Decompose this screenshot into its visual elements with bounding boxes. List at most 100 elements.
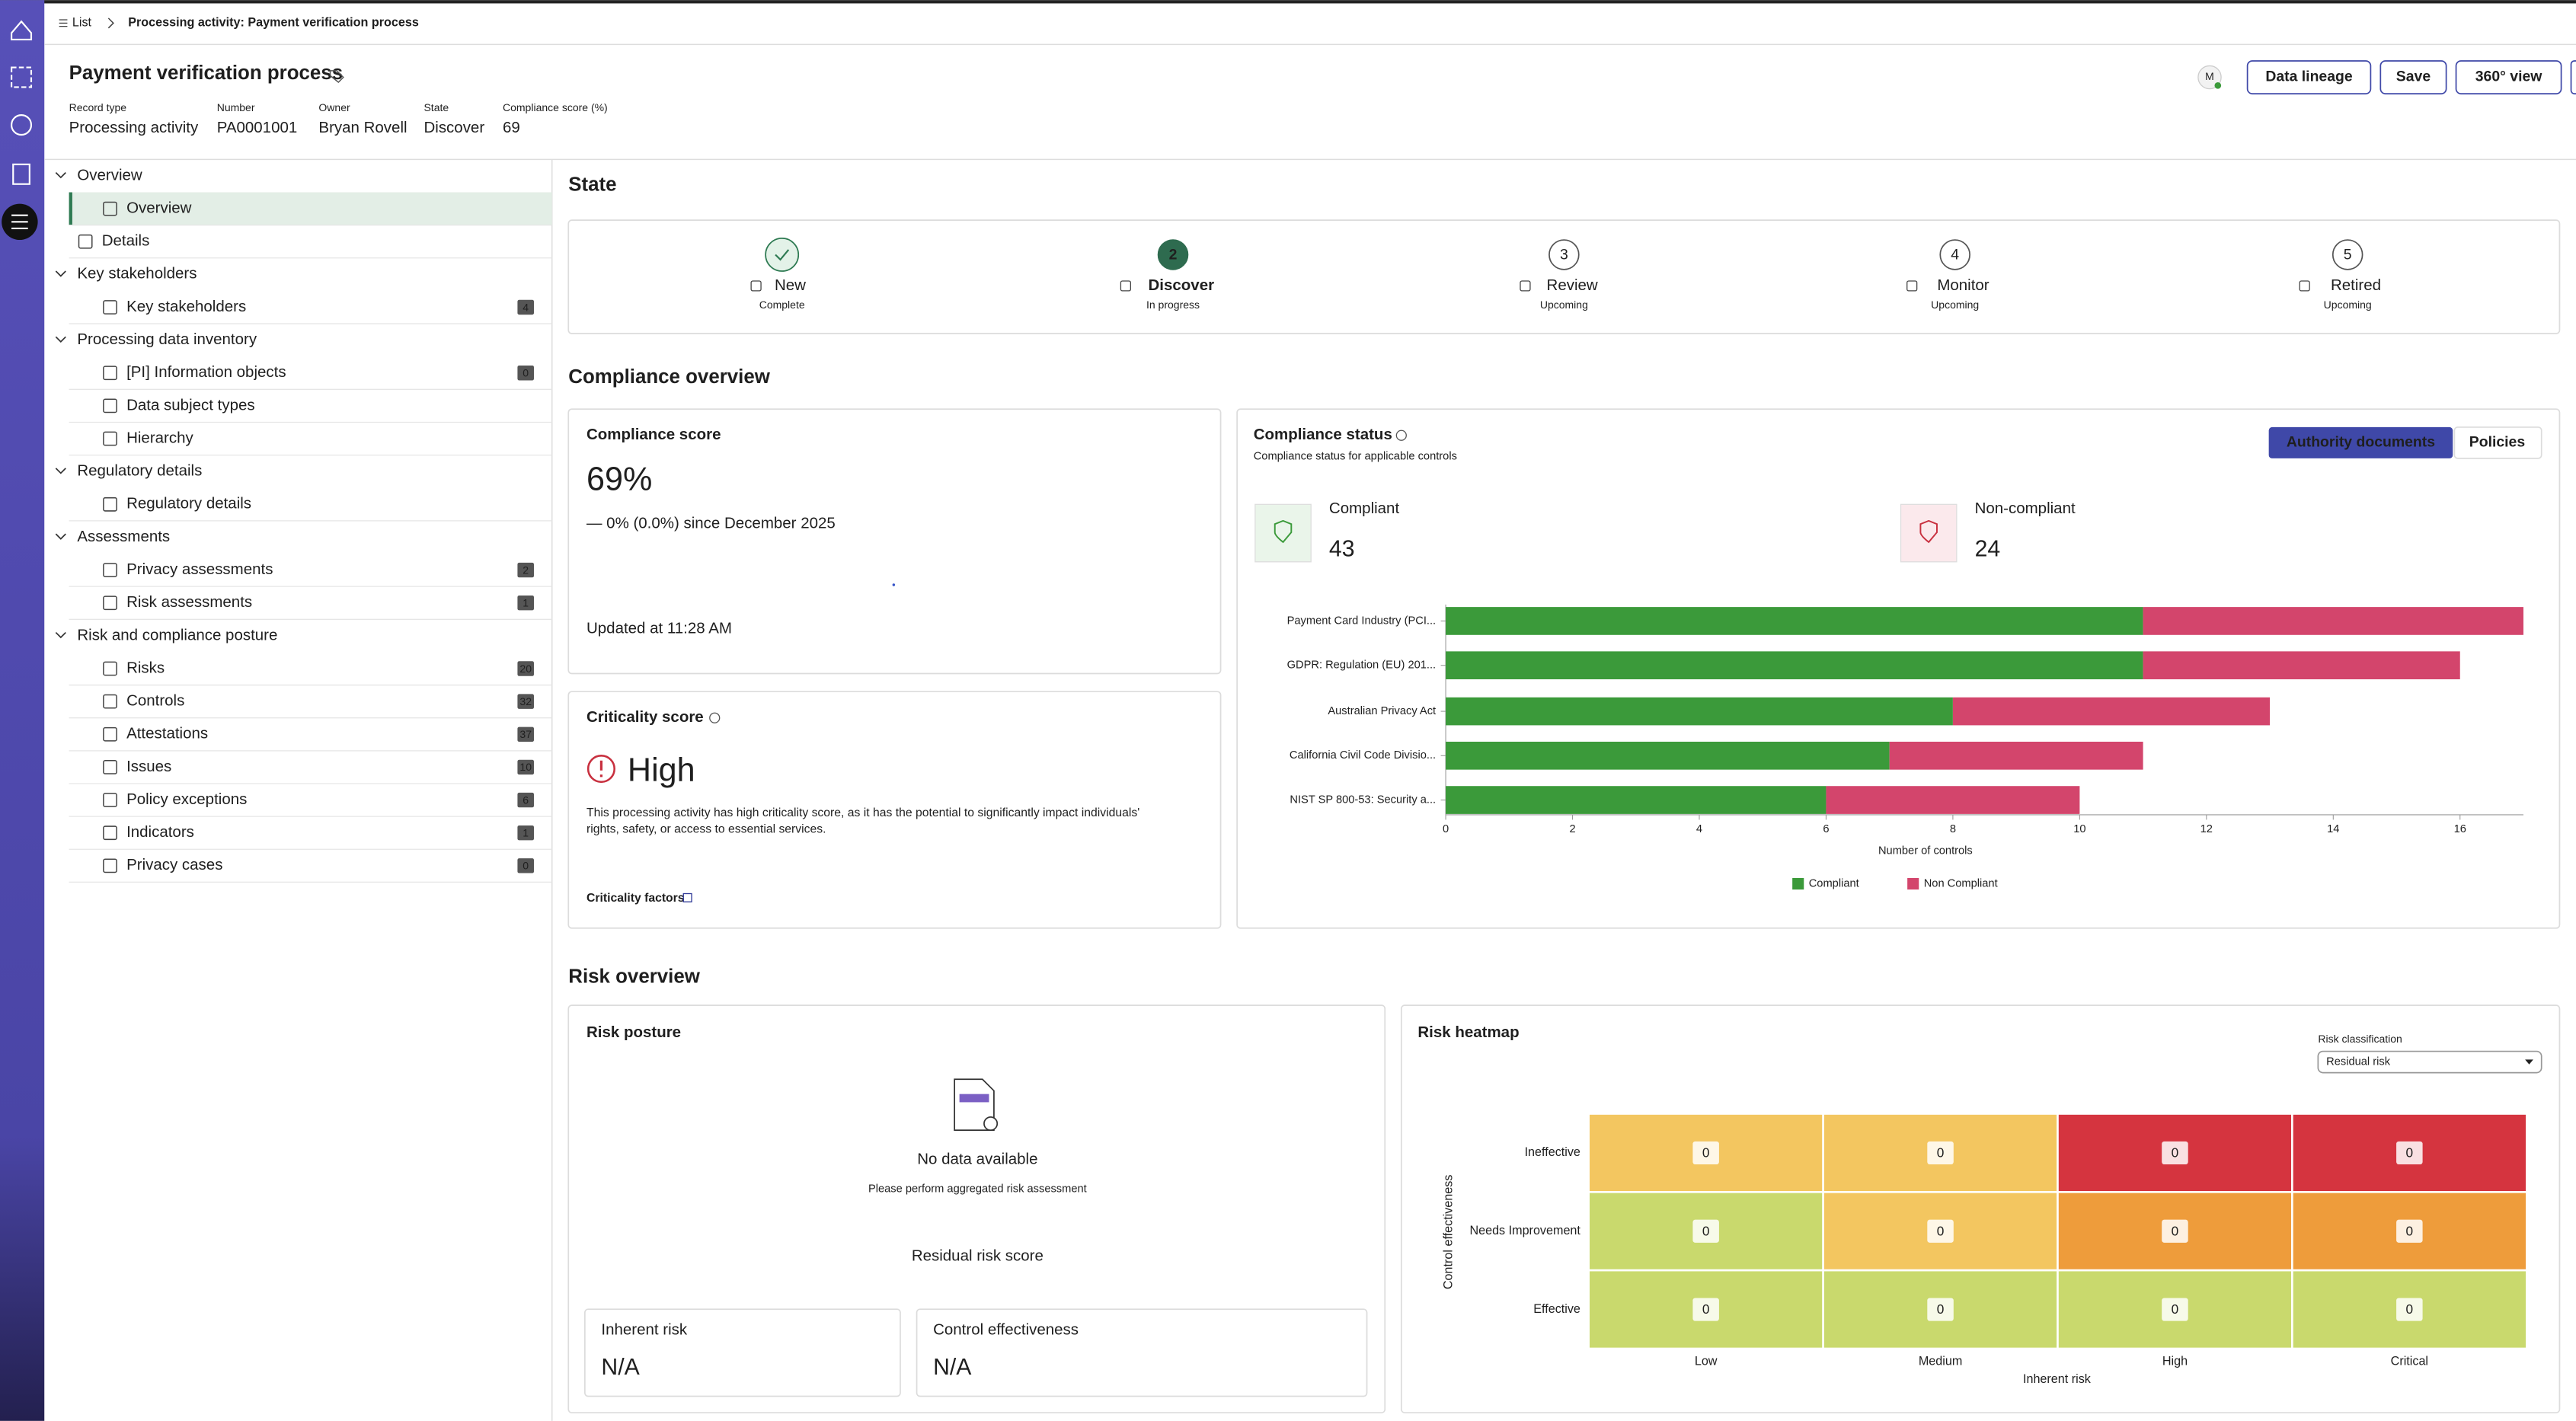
- step-label: New: [775, 276, 806, 294]
- heatmap-cell[interactable]: [2291, 1113, 2528, 1193]
- sidebar-item[interactable]: Indicators: [126, 823, 194, 841]
- breadcrumb-list[interactable]: List: [72, 16, 92, 30]
- field-label: Compliance score (%): [503, 101, 608, 113]
- toggle-label[interactable]: Policies: [2469, 434, 2525, 451]
- sidebar-section[interactable]: Processing data inventory: [77, 331, 257, 348]
- item-icon: [103, 726, 117, 742]
- column-label: High: [2162, 1354, 2188, 1368]
- count-badge: [517, 858, 534, 873]
- sidebar-section[interactable]: Regulatory details: [77, 462, 202, 480]
- sidebar-item[interactable]: Details: [102, 232, 150, 250]
- card-subtitle: Compliance status for applicable control…: [1254, 451, 1457, 463]
- select-caret: [2525, 1059, 2533, 1065]
- bar-segment: [2143, 651, 2460, 680]
- header-button-label[interactable]: Data lineage: [2265, 69, 2353, 85]
- field-label: Owner: [318, 101, 350, 113]
- bar-segment: [1952, 697, 2271, 726]
- cell-value: 0: [1702, 1301, 1710, 1317]
- bar-segment: [1446, 697, 1953, 726]
- sidebar-item[interactable]: Controls: [126, 692, 184, 710]
- risk-box-label: Inherent risk: [601, 1321, 687, 1339]
- count-badge: [517, 726, 534, 742]
- apps-icon[interactable]: [11, 66, 33, 88]
- heatmap-cell[interactable]: [2291, 1269, 2528, 1350]
- step-circle: [1939, 239, 1970, 270]
- x-tick-label: 6: [1823, 823, 1829, 835]
- item-icon: [103, 497, 117, 512]
- sidebar-item[interactable]: Overview: [126, 199, 192, 216]
- y-axis-title: Control effectiveness: [1442, 1175, 1456, 1290]
- sidebar-section[interactable]: Overview: [77, 166, 142, 184]
- sidebar-item[interactable]: Risk assessments: [126, 593, 252, 611]
- sidebar-item[interactable]: Risks: [126, 659, 165, 676]
- criticality-link[interactable]: Criticality factors: [586, 892, 685, 905]
- clipboard-icon[interactable]: [12, 163, 30, 185]
- item-icon: [103, 366, 117, 381]
- toggle-label[interactable]: Authority documents: [2287, 434, 2435, 451]
- item-icon: [103, 563, 117, 577]
- home-icon[interactable]: [11, 20, 33, 40]
- count-badge-text: 6: [523, 794, 529, 806]
- select[interactable]: [2317, 1050, 2542, 1074]
- row-label: Needs Improvement: [1469, 1224, 1580, 1237]
- header-button[interactable]: [2246, 60, 2372, 94]
- legend-label: Non Compliant: [1924, 877, 1998, 889]
- x-axis-title: Number of controls: [1878, 845, 1973, 857]
- criticality-text: rights, safety, or access to essential s…: [586, 823, 826, 836]
- count-badge: [517, 694, 534, 709]
- sidebar-item[interactable]: Issues: [126, 758, 171, 775]
- section-chevron: [55, 468, 66, 474]
- x-tick-label: 8: [1950, 823, 1956, 835]
- header-button-label[interactable]: 360° view: [2475, 69, 2543, 85]
- sidebar-item[interactable]: Key stakeholders: [126, 298, 246, 315]
- sidebar-item[interactable]: Regulatory details: [126, 495, 251, 513]
- sidebar-item[interactable]: Privacy assessments: [126, 560, 273, 578]
- section-title: Compliance overview: [568, 366, 770, 388]
- select-value[interactable]: Residual risk: [2326, 1055, 2391, 1068]
- sidebar-item[interactable]: Hierarchy: [126, 429, 193, 446]
- step-complete: [765, 238, 800, 272]
- kpi-label: Compliant: [1329, 500, 1400, 517]
- step-circle: [1548, 239, 1580, 270]
- check-icon[interactable]: [11, 114, 33, 136]
- info-icon[interactable]: [709, 712, 721, 723]
- toggle-active[interactable]: [2268, 426, 2453, 458]
- field-value: 69: [503, 119, 520, 136]
- item-icon: [103, 398, 117, 414]
- step-circle: [2332, 239, 2363, 270]
- selected-item-bar: [69, 192, 72, 225]
- field-value[interactable]: Bryan Rovell: [318, 119, 407, 136]
- item-icon: [103, 825, 117, 841]
- item-icon: [103, 858, 117, 873]
- count-badge-text: 32: [519, 695, 532, 707]
- sidebar-item[interactable]: Attestations: [126, 725, 208, 742]
- cell-value: 0: [1937, 1301, 1945, 1317]
- avatar[interactable]: [2197, 65, 2222, 90]
- field-value: PA0001001: [217, 119, 298, 136]
- header-button-label[interactable]: Save: [2396, 69, 2431, 85]
- step-number: 2: [1169, 247, 1178, 263]
- card-title: Compliance status: [1254, 426, 1392, 443]
- sidebar-item[interactable]: Data subject types: [126, 396, 255, 414]
- sidebar-section[interactable]: Key stakeholders: [77, 265, 197, 283]
- sidebar-item[interactable]: Policy exceptions: [126, 790, 247, 808]
- risk-box-value: N/A: [601, 1355, 640, 1380]
- header-button[interactable]: [2379, 60, 2447, 94]
- sidebar-item[interactable]: [PI] Information objects: [126, 363, 286, 381]
- sidebar-item[interactable]: Privacy cases: [126, 856, 222, 873]
- row-label: Ineffective: [1525, 1145, 1580, 1159]
- sidebar-section[interactable]: Risk and compliance posture: [77, 626, 277, 643]
- chevron: [107, 18, 114, 29]
- header-button[interactable]: [2455, 60, 2562, 94]
- empty-text: Please perform aggregated risk assessmen…: [868, 1183, 1087, 1196]
- info-icon[interactable]: [1395, 429, 1407, 441]
- tag-icon[interactable]: [329, 70, 344, 84]
- card-title: Risk heatmap: [1417, 1023, 1519, 1041]
- sidebar-section[interactable]: Assessments: [77, 528, 170, 545]
- bar-segment: [1446, 786, 1827, 814]
- count-badge: [517, 366, 534, 381]
- toggle[interactable]: [2453, 426, 2542, 459]
- item-icon: [103, 793, 117, 807]
- header-button-edge[interactable]: [2570, 60, 2576, 94]
- field-value: Processing activity: [69, 119, 199, 136]
